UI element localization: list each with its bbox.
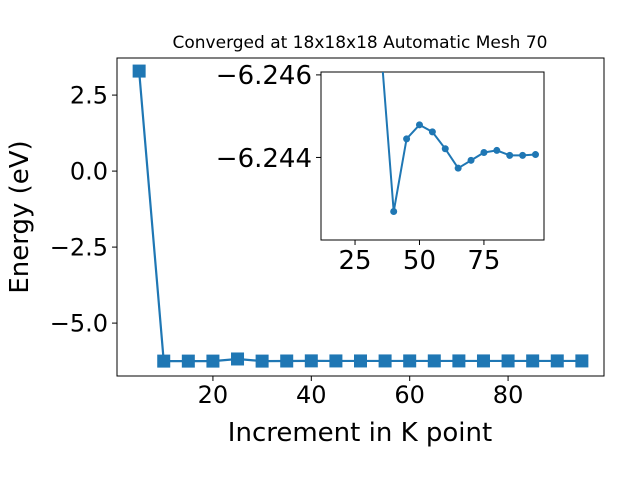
x-tick-label: 50	[403, 246, 436, 276]
data-point	[403, 354, 417, 368]
data-point	[476, 354, 490, 368]
y-tick-label: 0.0	[70, 158, 108, 186]
data-point	[467, 156, 475, 164]
data-point	[157, 354, 171, 368]
data-point	[501, 354, 515, 368]
data-point	[526, 354, 540, 368]
data-point	[378, 354, 392, 368]
y-tick-label: 2.5	[70, 82, 108, 110]
data-point	[441, 145, 449, 153]
data-point	[531, 151, 539, 159]
x-tick-label: 60	[394, 381, 425, 409]
data-point	[390, 208, 398, 216]
data-point	[181, 354, 195, 368]
plot-layer	[132, 64, 589, 368]
data-point	[575, 354, 589, 368]
data-point	[280, 354, 294, 368]
data-point	[454, 164, 462, 172]
x-tick-label: 20	[198, 381, 229, 409]
x-axis-label: Increment in K point	[228, 418, 492, 448]
y-tick-label: −6.246	[216, 61, 312, 91]
data-point	[519, 151, 527, 159]
data-point	[452, 354, 466, 368]
data-point	[132, 64, 146, 78]
data-point	[206, 354, 220, 368]
x-tick-label: 25	[338, 246, 371, 276]
data-point	[506, 151, 514, 159]
data-point	[428, 128, 436, 136]
data-point	[329, 354, 343, 368]
data-point	[493, 146, 501, 154]
data-point	[415, 121, 423, 129]
plot-layer	[381, 72, 539, 216]
y-tick-label: −6.244	[216, 144, 312, 174]
data-point	[304, 354, 318, 368]
data-point	[550, 354, 564, 368]
data-point	[480, 148, 488, 156]
x-tick-label: 80	[493, 381, 524, 409]
x-tick-label: 40	[296, 381, 327, 409]
y-tick-label: −2.5	[50, 234, 108, 262]
data-point	[427, 354, 441, 368]
data-point	[403, 135, 411, 143]
y-axis-label: Energy (eV)	[5, 140, 35, 293]
chart-title: Converged at 18x18x18 Automatic Mesh 70	[173, 33, 548, 53]
y-tick-label: −5.0	[50, 310, 108, 338]
x-tick-label: 75	[467, 246, 500, 276]
data-point	[231, 352, 245, 366]
data-point	[354, 354, 367, 368]
data-point	[255, 354, 269, 368]
